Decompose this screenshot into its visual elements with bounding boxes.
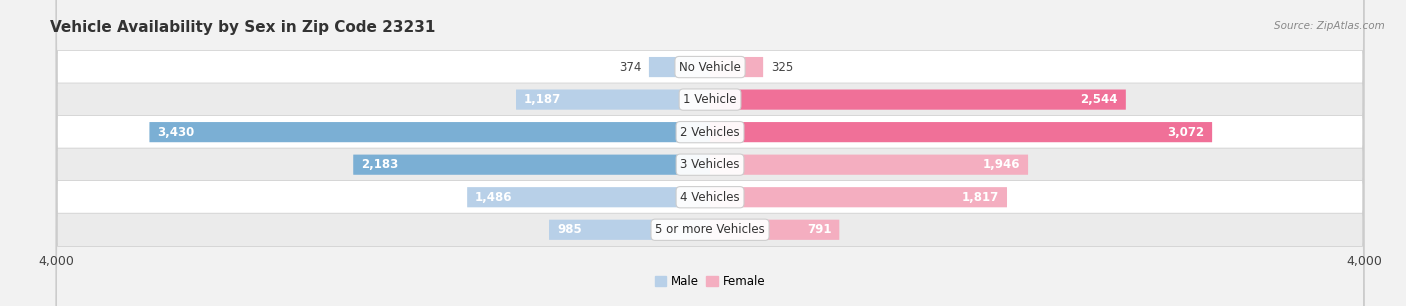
FancyBboxPatch shape [56,0,1364,306]
Text: No Vehicle: No Vehicle [679,61,741,73]
FancyBboxPatch shape [56,0,1364,306]
FancyBboxPatch shape [710,90,1126,110]
Text: Source: ZipAtlas.com: Source: ZipAtlas.com [1274,21,1385,32]
FancyBboxPatch shape [516,90,710,110]
FancyBboxPatch shape [710,220,839,240]
FancyBboxPatch shape [710,122,1212,142]
FancyBboxPatch shape [353,155,710,175]
Text: 3,430: 3,430 [157,126,194,139]
Text: 1,817: 1,817 [962,191,1000,204]
FancyBboxPatch shape [56,0,1364,306]
Text: 3,072: 3,072 [1167,126,1205,139]
Text: 325: 325 [770,61,793,73]
FancyBboxPatch shape [149,122,710,142]
Text: 791: 791 [807,223,831,236]
FancyBboxPatch shape [650,57,710,77]
FancyBboxPatch shape [710,155,1028,175]
Text: 5 or more Vehicles: 5 or more Vehicles [655,223,765,236]
Legend: Male, Female: Male, Female [652,272,768,290]
FancyBboxPatch shape [56,0,1364,306]
Text: 2 Vehicles: 2 Vehicles [681,126,740,139]
FancyBboxPatch shape [467,187,710,207]
Text: 1,486: 1,486 [475,191,513,204]
Text: 374: 374 [619,61,641,73]
FancyBboxPatch shape [548,220,710,240]
FancyBboxPatch shape [710,57,763,77]
Text: 985: 985 [557,223,582,236]
Text: 1,187: 1,187 [524,93,561,106]
Text: 2,183: 2,183 [361,158,398,171]
Text: 1 Vehicle: 1 Vehicle [683,93,737,106]
Text: 4 Vehicles: 4 Vehicles [681,191,740,204]
FancyBboxPatch shape [56,0,1364,306]
Text: 2,544: 2,544 [1080,93,1118,106]
Text: 3 Vehicles: 3 Vehicles [681,158,740,171]
FancyBboxPatch shape [56,0,1364,306]
FancyBboxPatch shape [710,187,1007,207]
Text: Vehicle Availability by Sex in Zip Code 23231: Vehicle Availability by Sex in Zip Code … [49,20,434,35]
Text: 1,946: 1,946 [983,158,1021,171]
